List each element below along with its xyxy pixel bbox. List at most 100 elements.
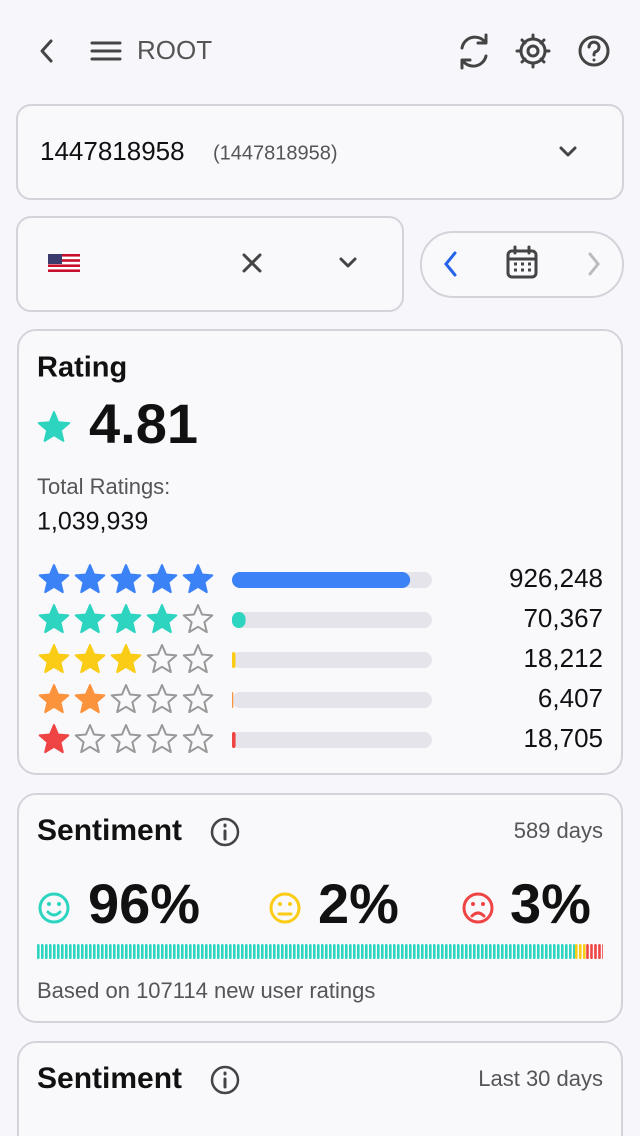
stripe [301,944,304,959]
previous-date[interactable] [444,251,457,277]
stripe [169,944,172,959]
menu-button[interactable] [90,41,122,61]
stripe [385,944,388,959]
star-filled [110,604,142,634]
stripe [329,944,332,959]
star-filled [74,684,106,714]
stripe [49,944,52,959]
stripe [65,944,68,959]
stripe [249,944,252,959]
stripe [305,944,308,959]
stripe [453,944,456,959]
stripe [181,944,184,959]
next-date[interactable] [588,252,600,276]
stripe [337,944,340,959]
stripe [137,944,140,959]
star-filled [74,644,106,674]
stripe [541,944,544,959]
stripe [425,944,428,959]
stripe [353,944,356,959]
stripe [73,944,76,959]
country-selector[interactable] [16,216,404,312]
stripe [445,944,448,959]
stripe [273,944,276,959]
eye [471,902,475,906]
stripe [289,944,292,959]
sentiment-title: Sentiment [37,1062,182,1095]
rating-bar [232,572,411,588]
stripe [574,944,578,959]
stripe [517,944,520,959]
refresh-button[interactable] [460,33,488,70]
calendar-button[interactable] [506,245,538,279]
back-button[interactable] [40,39,53,63]
app-selector[interactable] [16,104,624,200]
stripe [465,944,468,959]
stripe [297,944,300,959]
stripe [105,944,108,959]
stripe [221,944,224,959]
stripe [125,944,128,959]
stripe [285,944,288,959]
rating-bar [232,612,246,628]
clear-button[interactable] [242,253,262,273]
stripe [109,944,112,959]
sentiment-percent: 3% [510,872,591,935]
stripe [129,944,132,959]
stripe [97,944,100,959]
stripe [217,944,220,959]
rating-bar [232,692,234,708]
bar-track [232,692,432,708]
stripe [93,944,96,959]
stripe [509,944,512,959]
dropdown-icon[interactable] [339,257,357,268]
stripe [469,944,472,959]
star-filled [110,564,142,594]
stripe [549,944,552,959]
stripe [365,944,368,959]
us-flag [48,254,80,272]
stripe [377,944,380,959]
stripe [349,944,352,959]
stripe [513,944,516,959]
rating-bar [232,652,236,668]
rating-count: 70,367 [523,603,603,633]
stripe [578,944,582,959]
star-empty [110,684,142,714]
settings-button[interactable] [515,33,551,69]
stripe [553,944,556,959]
stripe [493,944,496,959]
stripe [525,944,528,959]
star-empty [182,684,214,714]
bar-track [232,612,432,628]
star-empty [146,684,178,714]
rating-count: 18,212 [523,643,603,673]
stripe [149,944,152,959]
stripe [594,944,597,959]
sentiment-icon [38,892,70,924]
stripe [565,944,568,959]
stripe [241,944,244,959]
average-rating: 4.81 [89,392,198,455]
stripe [429,944,432,959]
info-icon [210,817,240,847]
stripe [69,944,72,959]
stripe [101,944,104,959]
stripe [417,944,420,959]
stripe [153,944,156,959]
stripe [89,944,92,959]
sentiment-note: Based on 107114 new user ratings [37,978,375,1003]
help-button[interactable] [578,35,610,67]
eye [288,902,292,906]
stripe [561,944,564,959]
stripe [590,944,593,959]
star-empty [74,724,106,754]
stripe [201,944,204,959]
star-empty [146,644,178,674]
stripe [381,944,384,959]
stripe [341,944,344,959]
stripe [257,944,260,959]
stripe [457,944,460,959]
stripe [261,944,264,959]
bar-track [232,652,432,668]
